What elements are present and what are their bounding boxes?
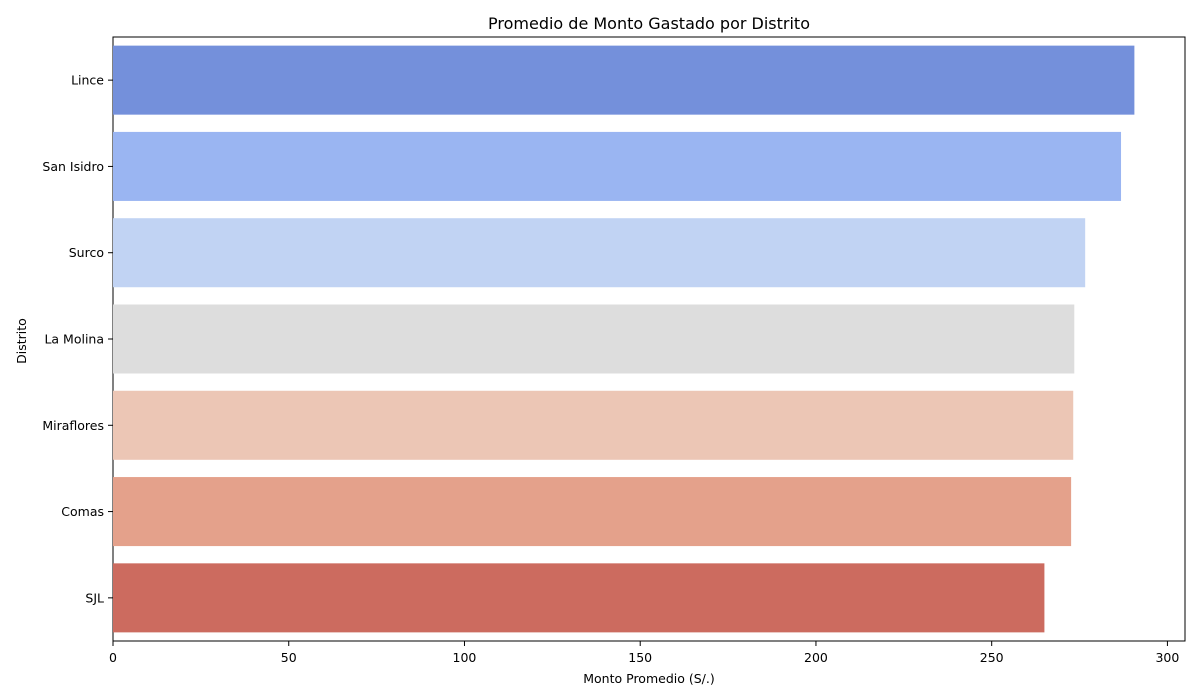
- y-tick-label: Lince: [71, 73, 104, 88]
- x-tick-label: 250: [980, 650, 1004, 665]
- x-tick-label: 300: [1155, 650, 1179, 665]
- y-tick-label: San Isidro: [42, 159, 104, 174]
- x-axis-label: Monto Promedio (S/.): [583, 671, 714, 686]
- y-tick-label: Surco: [69, 245, 104, 260]
- chart-title: Promedio de Monto Gastado por Distrito: [488, 14, 810, 33]
- x-tick-label: 100: [453, 650, 477, 665]
- x-tick-label: 0: [109, 650, 117, 665]
- x-tick-label: 200: [804, 650, 828, 665]
- y-axis: Lince San Isidro Surco La Molina Miraflores C…: [42, 73, 113, 605]
- x-tick-label: 150: [628, 650, 652, 665]
- bars-group: [113, 45, 1135, 633]
- y-tick-label: Comas: [61, 504, 104, 519]
- y-tick-label: La Molina: [44, 332, 104, 347]
- bar-sjl: [113, 563, 1045, 633]
- x-axis: 0 50 100 150 200 250 300: [109, 641, 1179, 665]
- bar-lince: [113, 45, 1135, 115]
- x-tick-label: 50: [281, 650, 297, 665]
- bar-la-molina: [113, 304, 1075, 374]
- y-tick-label: SJL: [85, 590, 104, 605]
- bar-comas: [113, 477, 1072, 547]
- bar-surco: [113, 218, 1086, 288]
- bar-miraflores: [113, 390, 1074, 460]
- y-axis-label: Distrito: [14, 318, 29, 364]
- bar-san-isidro: [113, 131, 1122, 201]
- y-tick-label: Miraflores: [42, 418, 104, 433]
